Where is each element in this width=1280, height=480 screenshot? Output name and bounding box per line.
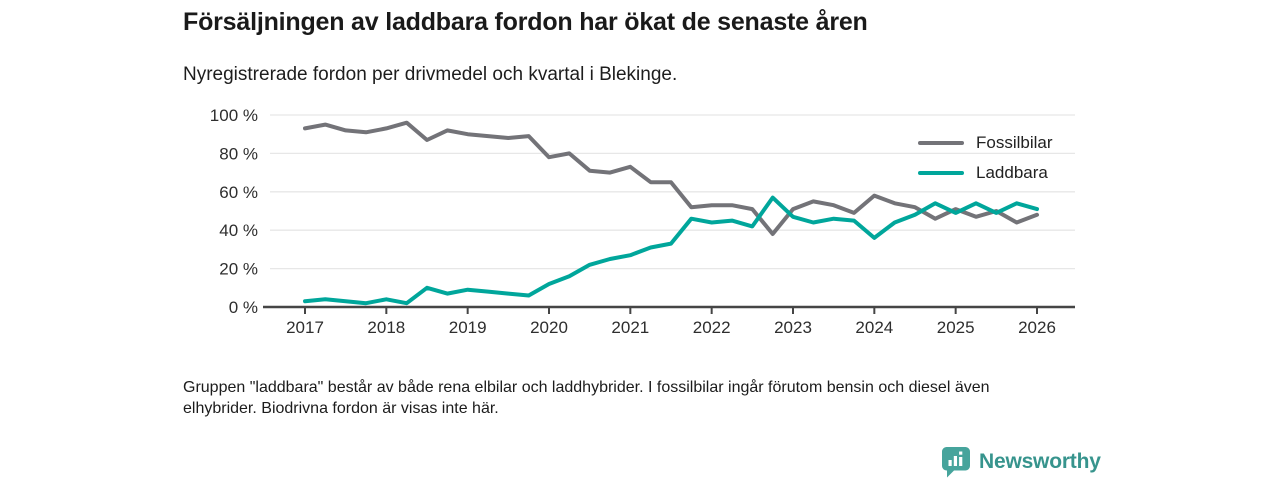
x-tick-label: 2023 [774,318,812,337]
x-tick-label: 2024 [855,318,893,337]
y-tick-label: 20 % [219,260,258,279]
y-tick-label: 0 % [229,298,258,317]
x-tick-label: 2020 [530,318,568,337]
chart-footnote: Gruppen "laddbara" består av både rena e… [183,377,990,419]
fossilbilar-line-swatch [918,140,964,145]
x-tick-label: 2026 [1018,318,1056,337]
newsworthy-logo[interactable]: Newsworthy [941,446,1101,478]
legend-item-fossilbilar: Fossilbilar [918,130,1053,155]
y-tick-label: 80 % [219,144,258,163]
x-tick-label: 2025 [937,318,975,337]
chart-legend: Fossilbilar Laddbara [918,130,1053,185]
x-tick-label: 2017 [286,318,324,337]
x-tick-label: 2019 [449,318,487,337]
x-tick-label: 2018 [367,318,405,337]
legend-item-laddbara: Laddbara [918,160,1053,185]
bar-chart-speech-bubble-icon [942,447,970,478]
laddbara-line-swatch [918,170,964,175]
legend-label-laddbara: Laddbara [976,162,1048,182]
newsworthy-logo-text: Newsworthy [979,450,1101,473]
y-tick-label: 40 % [219,221,258,240]
y-tick-label: 100 % [210,106,258,125]
footnote-line-1: Gruppen "laddbara" består av både rena e… [183,379,990,396]
chart-subtitle: Nyregistrerade fordon per drivmedel och … [183,64,678,85]
y-tick-label: 60 % [219,183,258,202]
series-line-fossilbilar [303,120,1039,236]
footnote-line-2: elhybrider. Biodrivna fordon är visas in… [183,400,499,417]
page-title: Försäljningen av laddbara fordon har öka… [183,8,868,36]
legend-label-fossilbilar: Fossilbilar [976,132,1053,152]
series-line-laddbara [303,195,1039,306]
x-tick-label: 2022 [693,318,731,337]
x-tick-label: 2021 [611,318,649,337]
